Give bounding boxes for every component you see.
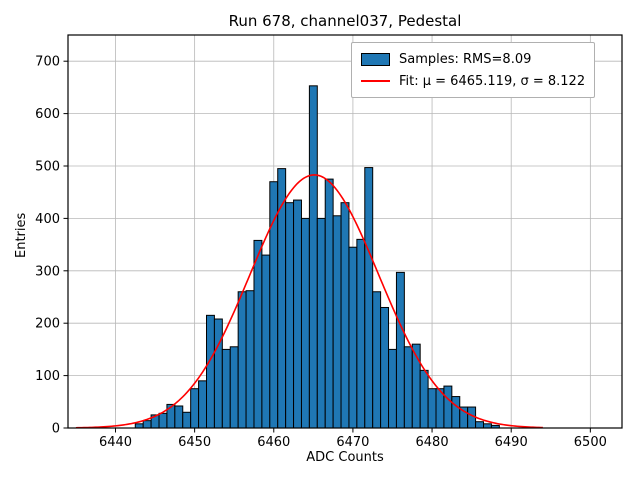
histogram-bar <box>395 271 405 429</box>
x-tick-label: 6440 <box>99 435 132 450</box>
histogram-bar <box>293 199 302 429</box>
histogram-bar <box>483 423 492 429</box>
x-tick-label: 6500 <box>574 435 607 450</box>
histogram-bar <box>443 385 453 429</box>
histogram-bar <box>451 396 461 429</box>
histogram-bar <box>269 181 279 429</box>
histogram-bar <box>467 406 477 429</box>
histogram-bar <box>285 202 295 429</box>
y-tick-label: 300 <box>35 264 60 279</box>
histogram-bar <box>475 421 485 429</box>
histogram-bar <box>158 412 168 429</box>
histogram-bar <box>300 217 310 429</box>
histogram-bar <box>356 238 366 429</box>
histogram-bar <box>316 217 326 429</box>
histogram-bar <box>332 215 342 429</box>
y-axis-label: Entries <box>14 212 29 258</box>
legend: Samples: RMS=8.09 Fit: μ = 6465.119, σ =… <box>351 42 596 98</box>
histogram-bar <box>229 346 239 429</box>
histogram-bar <box>340 202 350 429</box>
y-tick-label: 0 <box>52 422 60 437</box>
histogram-bar <box>261 254 271 429</box>
histogram-bar <box>237 291 247 429</box>
histogram-bar <box>324 178 334 429</box>
plot-frame <box>67 34 623 429</box>
histogram-bar <box>427 388 437 429</box>
histogram-bar <box>190 388 200 429</box>
histogram-bar <box>206 314 215 429</box>
histogram-bar <box>348 246 358 429</box>
x-tick-label: 6470 <box>336 435 369 450</box>
y-tick-label: 700 <box>35 55 60 70</box>
legend-entry-samples: Samples: RMS=8.09 <box>361 48 585 70</box>
x-axis-label: ADC Counts <box>306 450 384 465</box>
histogram-bar <box>403 346 413 429</box>
histogram-bar <box>245 290 255 429</box>
y-tick-label: 600 <box>35 107 60 122</box>
x-tick-label: 6480 <box>416 435 449 450</box>
histogram-bar <box>221 348 231 429</box>
histogram-bar <box>134 423 144 429</box>
histogram-bar <box>213 318 223 429</box>
histogram-bar <box>142 420 152 429</box>
x-tick-label: 6460 <box>257 435 290 450</box>
legend-fit-swatch <box>361 80 390 82</box>
y-tick-label: 100 <box>35 369 60 384</box>
legend-samples-label: Samples: RMS=8.09 <box>399 51 532 67</box>
histogram-bar <box>174 405 184 429</box>
histogram-bar <box>253 239 263 429</box>
histogram-bar <box>308 85 318 429</box>
y-tick-label: 500 <box>35 160 60 175</box>
histogram-bar <box>364 167 374 429</box>
histogram-bar <box>182 411 192 429</box>
histogram-bar <box>277 168 287 429</box>
legend-fit-label: Fit: μ = 6465.119, σ = 8.122 <box>399 73 586 89</box>
chart-title: Run 678, channel037, Pedestal <box>228 12 462 30</box>
histogram-bar <box>198 380 207 429</box>
fit-curve <box>75 174 543 429</box>
legend-samples-swatch <box>361 52 390 66</box>
legend-entry-fit: Fit: μ = 6465.119, σ = 8.122 <box>361 70 585 92</box>
histogram-bar <box>372 291 382 429</box>
y-tick-label: 200 <box>35 317 60 332</box>
x-tick-label: 6490 <box>495 435 528 450</box>
x-tick-label: 6450 <box>178 435 211 450</box>
y-tick-label: 400 <box>35 212 60 227</box>
histogram-bar <box>380 306 390 429</box>
histogram-bar <box>419 369 429 429</box>
histogram-bar <box>388 348 397 429</box>
